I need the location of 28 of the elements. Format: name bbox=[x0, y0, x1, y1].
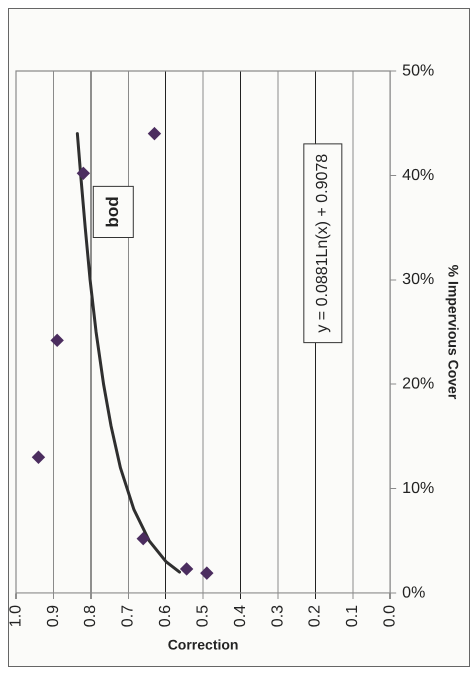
x-tick-label: 0.3 bbox=[269, 604, 286, 628]
y-tick-label: 10% bbox=[402, 480, 434, 497]
x-tick-label: 0.7 bbox=[120, 604, 137, 628]
annotation: y = 0.0881Ln(x) + 0.9078 bbox=[314, 154, 332, 333]
x-tick-label: 0.1 bbox=[344, 604, 362, 628]
annotation: bod bbox=[102, 196, 122, 228]
x-tick-label: 0.4 bbox=[232, 604, 249, 628]
y-axis-title: % Impervious Cover bbox=[446, 264, 462, 400]
point bbox=[180, 562, 194, 576]
y-tick-label: 0% bbox=[402, 584, 426, 602]
point bbox=[136, 532, 150, 546]
x-tick-label: 0.5 bbox=[194, 604, 212, 628]
y-tick-label: 40% bbox=[402, 166, 434, 184]
point bbox=[148, 127, 161, 140]
x-tick-label: 0.9 bbox=[44, 604, 62, 628]
x-tick-label: 0.2 bbox=[306, 604, 324, 628]
point bbox=[32, 450, 45, 464]
x-tick-label: 0.0 bbox=[382, 604, 399, 628]
x-axis-title: Correction bbox=[168, 636, 238, 652]
x-tick-label: 0.8 bbox=[82, 604, 100, 628]
y-tick-label: 30% bbox=[402, 271, 434, 288]
x-tick-label: 1.0 bbox=[7, 604, 24, 628]
y-tick-label: 50% bbox=[402, 62, 434, 80]
point bbox=[76, 166, 90, 180]
y-tick-label: 20% bbox=[402, 376, 434, 393]
x-tick-label: 0.6 bbox=[157, 604, 174, 628]
point bbox=[200, 566, 214, 580]
point bbox=[50, 334, 64, 347]
